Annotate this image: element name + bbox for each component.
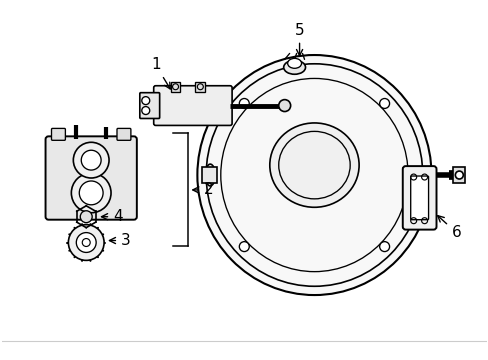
Bar bbox=[202, 167, 217, 183]
FancyBboxPatch shape bbox=[410, 176, 427, 220]
Text: 1: 1 bbox=[151, 57, 170, 89]
Bar bbox=[170, 82, 180, 92]
Circle shape bbox=[379, 242, 389, 252]
Text: 6: 6 bbox=[437, 216, 460, 240]
Bar bbox=[452, 167, 464, 183]
Ellipse shape bbox=[269, 123, 358, 207]
Ellipse shape bbox=[283, 60, 305, 74]
Text: 4: 4 bbox=[102, 209, 122, 224]
Circle shape bbox=[71, 173, 111, 213]
Circle shape bbox=[239, 242, 249, 252]
Text: 2: 2 bbox=[192, 183, 213, 197]
Circle shape bbox=[73, 142, 109, 178]
Circle shape bbox=[81, 150, 101, 170]
Text: 5: 5 bbox=[294, 23, 304, 55]
Circle shape bbox=[142, 107, 149, 114]
FancyBboxPatch shape bbox=[153, 86, 232, 125]
FancyBboxPatch shape bbox=[117, 129, 131, 140]
FancyBboxPatch shape bbox=[45, 136, 137, 220]
Circle shape bbox=[379, 99, 389, 108]
Text: 3: 3 bbox=[109, 233, 130, 248]
Ellipse shape bbox=[197, 55, 431, 295]
Circle shape bbox=[454, 171, 462, 179]
Ellipse shape bbox=[287, 58, 301, 68]
FancyBboxPatch shape bbox=[140, 93, 160, 118]
FancyBboxPatch shape bbox=[402, 166, 436, 230]
Bar bbox=[195, 82, 205, 92]
Circle shape bbox=[239, 99, 249, 108]
Circle shape bbox=[76, 233, 96, 252]
Ellipse shape bbox=[205, 164, 215, 186]
Circle shape bbox=[142, 96, 149, 105]
Circle shape bbox=[68, 225, 104, 260]
Circle shape bbox=[80, 211, 92, 223]
FancyBboxPatch shape bbox=[51, 129, 65, 140]
Circle shape bbox=[79, 181, 103, 205]
Ellipse shape bbox=[278, 100, 290, 112]
